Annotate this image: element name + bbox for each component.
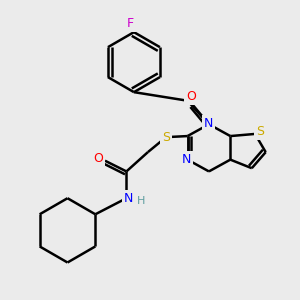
Text: N: N [124, 192, 133, 205]
Text: F: F [127, 17, 134, 30]
Text: S: S [162, 130, 170, 144]
Text: O: O [94, 152, 103, 165]
Text: N: N [204, 117, 214, 130]
Text: O: O [186, 90, 196, 103]
Text: H: H [137, 196, 146, 206]
Text: S: S [256, 125, 264, 138]
Text: N: N [182, 153, 191, 166]
